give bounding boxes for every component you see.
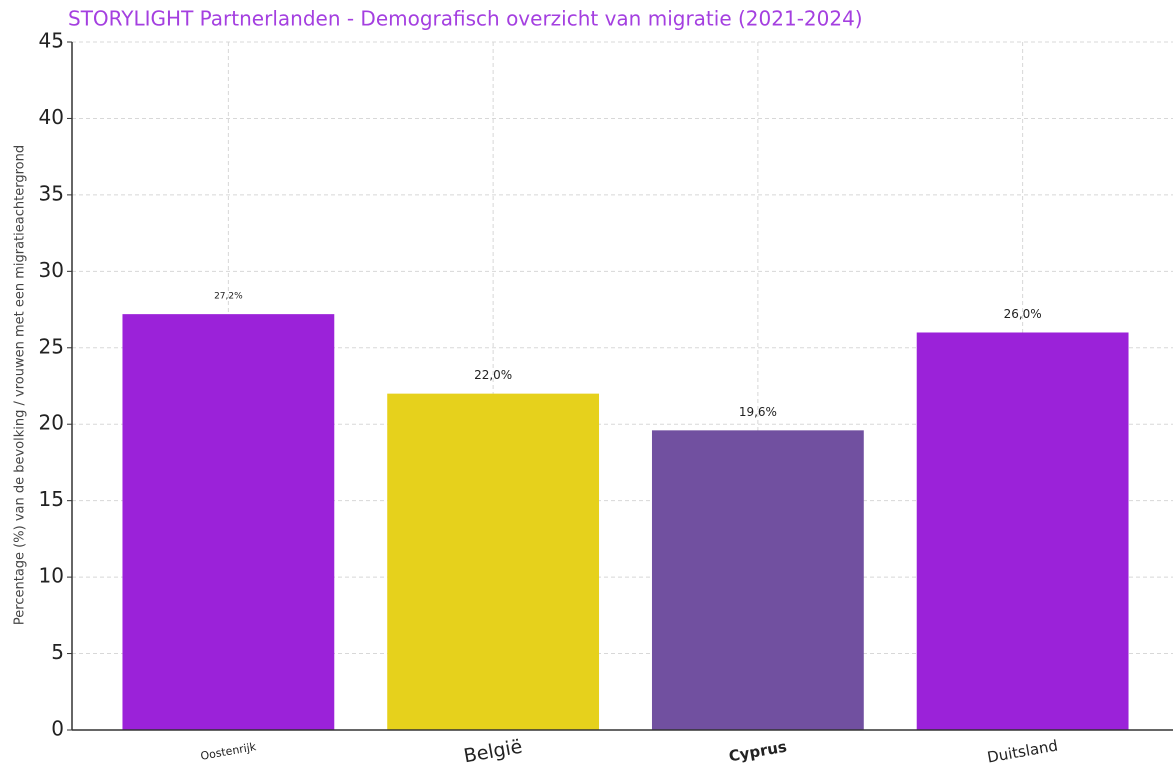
y-tick-label: 5 <box>51 640 64 664</box>
x-tick-label: Oostenrijk <box>199 740 257 763</box>
bar <box>651 430 864 730</box>
y-tick-label: 45 <box>39 29 64 53</box>
value-label: 27,2% <box>214 292 243 302</box>
value-label: 26,0% <box>1004 307 1042 321</box>
y-tick-label: 35 <box>39 181 64 205</box>
bar <box>387 393 600 730</box>
value-label: 19,6% <box>739 405 777 419</box>
y-tick-label: 40 <box>39 105 64 129</box>
bar <box>122 314 335 730</box>
value-label: 22,0% <box>474 368 512 382</box>
y-tick-label: 25 <box>39 334 64 358</box>
y-tick-label: 10 <box>39 564 64 588</box>
x-tick-label: Duitsland <box>986 736 1059 766</box>
x-tick-label: België <box>462 736 524 768</box>
y-axis-label: Percentage (%) van de bevolking / vrouwe… <box>13 145 28 625</box>
y-tick-label: 15 <box>39 487 64 511</box>
x-tick-label: Cyprus <box>727 738 788 766</box>
bar <box>916 332 1129 730</box>
chart-title: STORYLIGHT Partnerlanden - Demografisch … <box>68 7 863 31</box>
y-tick-label: 30 <box>39 258 64 282</box>
y-tick-label: 0 <box>51 717 64 741</box>
y-tick-label: 20 <box>39 411 64 435</box>
